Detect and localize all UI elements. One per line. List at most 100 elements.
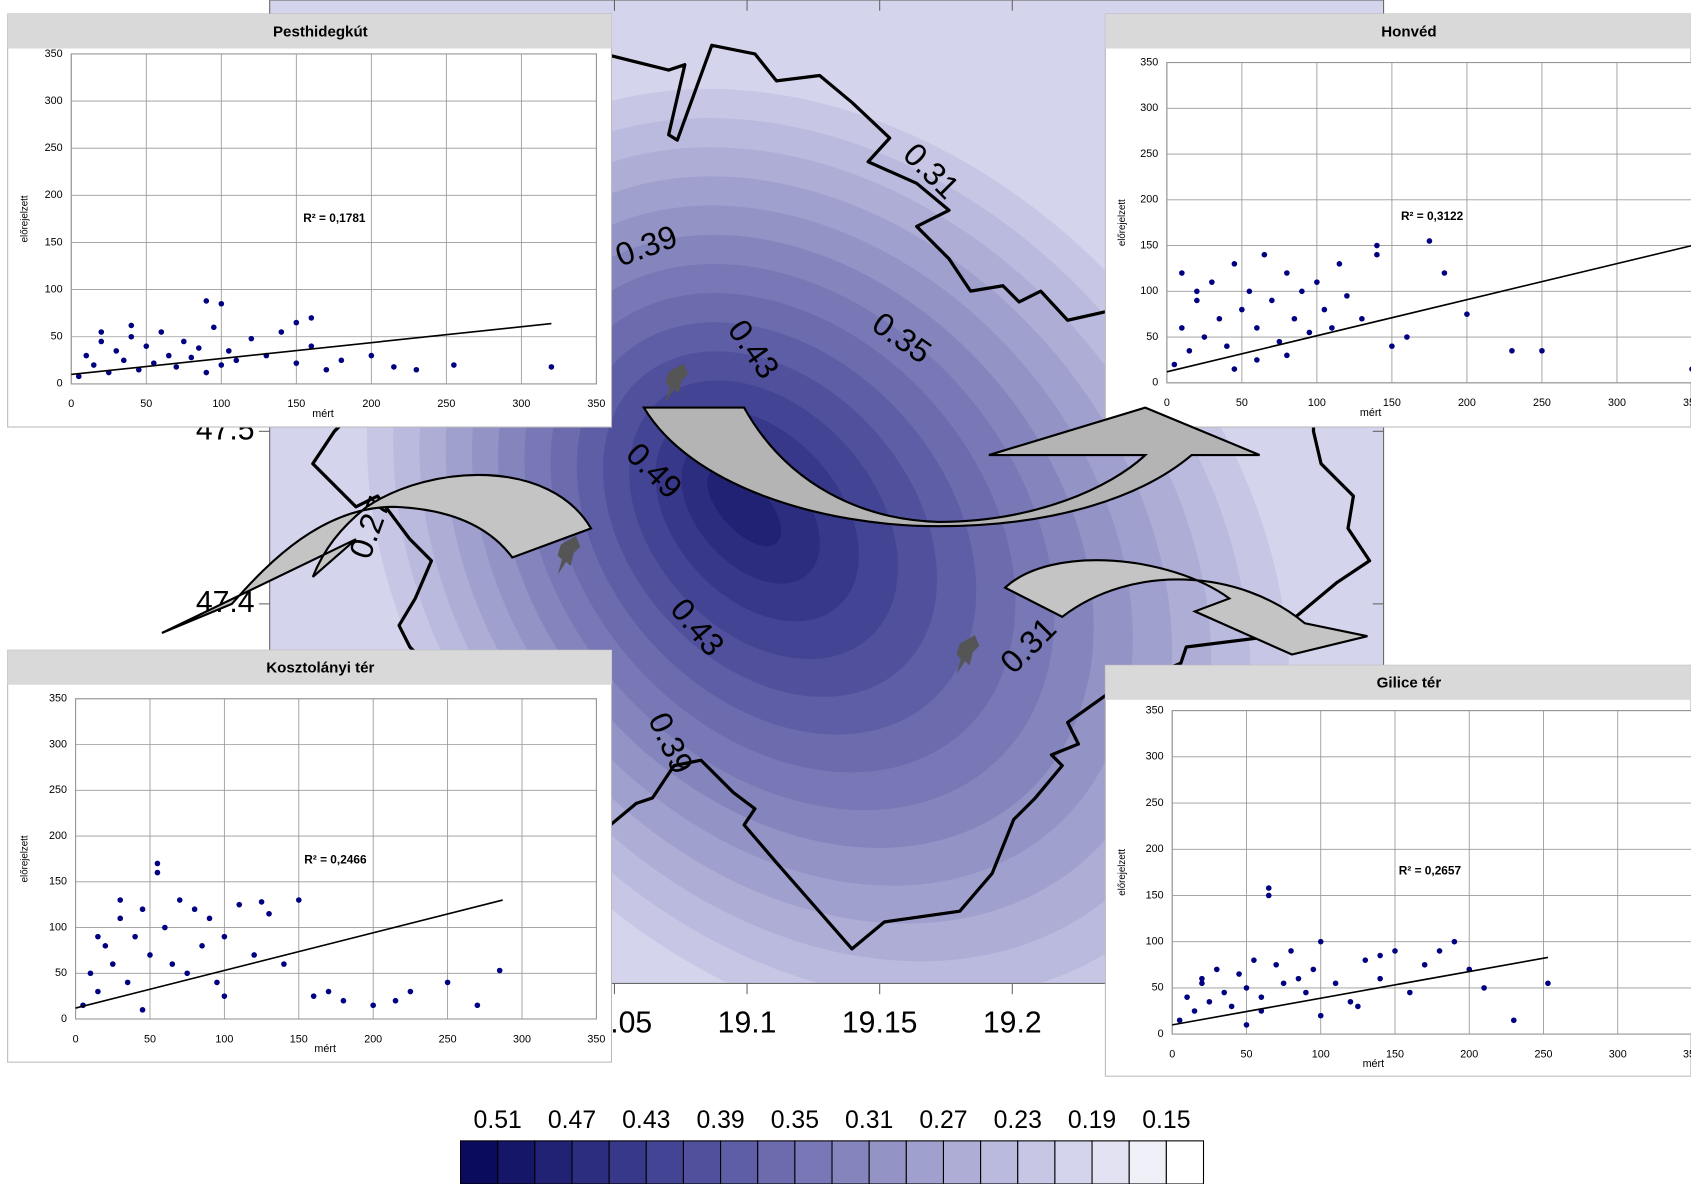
point bbox=[1437, 948, 1443, 954]
point bbox=[1389, 343, 1395, 349]
point bbox=[1452, 939, 1458, 945]
point bbox=[391, 364, 397, 370]
x-tick-label: 300 bbox=[513, 1033, 531, 1045]
point bbox=[393, 998, 399, 1004]
colorbar-cell bbox=[1018, 1141, 1055, 1184]
scatter-inset: Kosztolányi tér0501001502002503003500501… bbox=[8, 650, 612, 1062]
point bbox=[1333, 980, 1339, 986]
colorbar-cell bbox=[1055, 1141, 1092, 1184]
point bbox=[147, 952, 153, 958]
colorbar-cell bbox=[758, 1141, 795, 1184]
point bbox=[95, 989, 101, 995]
y-tick-label: 150 bbox=[1146, 889, 1164, 901]
point bbox=[408, 989, 414, 995]
point bbox=[1392, 948, 1398, 954]
point bbox=[1296, 976, 1302, 982]
colorbar-cell bbox=[535, 1141, 572, 1184]
r2-annotation: R² = 0,3122 bbox=[1401, 209, 1464, 223]
x-axis-label: mért bbox=[1363, 1058, 1385, 1070]
point bbox=[1259, 994, 1265, 1000]
point bbox=[1314, 279, 1320, 285]
point bbox=[103, 943, 109, 949]
point bbox=[251, 952, 257, 958]
point bbox=[309, 315, 315, 321]
point bbox=[1177, 1017, 1183, 1023]
y-tick-label: 100 bbox=[1146, 936, 1164, 948]
point bbox=[188, 355, 194, 361]
point bbox=[1374, 243, 1380, 249]
point bbox=[166, 353, 172, 359]
point bbox=[1262, 252, 1268, 258]
point bbox=[1404, 334, 1410, 340]
point bbox=[211, 325, 217, 331]
point bbox=[1244, 1022, 1250, 1028]
point bbox=[281, 961, 287, 967]
y-tick-label: 200 bbox=[49, 830, 67, 842]
point bbox=[117, 916, 123, 922]
point bbox=[140, 1007, 146, 1013]
point bbox=[1464, 311, 1470, 317]
x-tick-label: 150 bbox=[1383, 397, 1401, 409]
point bbox=[341, 998, 347, 1004]
point bbox=[1254, 325, 1260, 331]
point bbox=[249, 336, 255, 342]
y-axis-label: előrejelzett bbox=[1117, 199, 1128, 246]
point bbox=[203, 298, 209, 304]
scatter-inset: Honvéd0501001502002503003500501001502002… bbox=[1105, 14, 1691, 427]
point bbox=[203, 370, 209, 376]
x-tick-label: 0 bbox=[68, 398, 74, 410]
point bbox=[1254, 357, 1260, 363]
point bbox=[1348, 999, 1354, 1005]
point bbox=[181, 339, 187, 345]
point bbox=[219, 362, 225, 368]
y-tick-label: 200 bbox=[45, 189, 63, 201]
y-tick-label: 50 bbox=[55, 967, 67, 979]
inset-title: Gilice tér bbox=[1377, 675, 1442, 692]
r2-annotation: R² = 0,2657 bbox=[1399, 863, 1462, 877]
colorbar-cell bbox=[498, 1141, 535, 1184]
y-tick-label: 350 bbox=[45, 48, 63, 60]
x-tick-label: 150 bbox=[290, 1033, 308, 1045]
point bbox=[1273, 962, 1279, 968]
y-tick-label: 150 bbox=[49, 876, 67, 888]
point bbox=[324, 367, 330, 373]
x-tick-label: 100 bbox=[1312, 1048, 1330, 1060]
point bbox=[1266, 893, 1272, 899]
point bbox=[1221, 990, 1227, 996]
x-tick-label: 250 bbox=[1534, 1048, 1552, 1060]
point bbox=[128, 334, 134, 340]
point bbox=[1217, 316, 1223, 322]
point bbox=[1284, 270, 1290, 276]
colorbar-cell bbox=[906, 1141, 943, 1184]
point bbox=[414, 367, 420, 373]
point bbox=[1337, 261, 1343, 267]
point bbox=[1362, 957, 1368, 963]
y-tick-label: 350 bbox=[49, 693, 67, 705]
x-tick-label: 50 bbox=[1236, 397, 1248, 409]
point bbox=[88, 970, 94, 976]
point bbox=[296, 897, 302, 903]
point bbox=[83, 353, 89, 359]
point bbox=[117, 897, 123, 903]
point bbox=[1269, 298, 1275, 304]
colorbar-label: 0.19 bbox=[1068, 1107, 1116, 1134]
x-tick-label: 100 bbox=[215, 1033, 233, 1045]
x-tick-label: 350 bbox=[587, 1033, 605, 1045]
scatter-inset: Gilice tér050100150200250300350050100150… bbox=[1105, 665, 1691, 1076]
point bbox=[1199, 980, 1205, 986]
x-axis-label: mért bbox=[314, 1043, 336, 1055]
x-tick-label: 250 bbox=[439, 1033, 457, 1045]
point bbox=[226, 348, 232, 354]
x-tick-label: 0 bbox=[1169, 1048, 1175, 1060]
y-tick-label: 350 bbox=[1146, 704, 1164, 716]
point bbox=[1318, 1013, 1324, 1019]
point bbox=[1318, 939, 1324, 945]
point bbox=[169, 961, 175, 967]
colorbar-cell bbox=[943, 1141, 980, 1184]
x-tick-label: 200 bbox=[362, 398, 380, 410]
point bbox=[1539, 348, 1545, 354]
point bbox=[121, 358, 127, 364]
y-tick-label: 50 bbox=[1152, 982, 1164, 994]
point bbox=[1284, 353, 1290, 359]
y-tick-label: 250 bbox=[1146, 797, 1164, 809]
